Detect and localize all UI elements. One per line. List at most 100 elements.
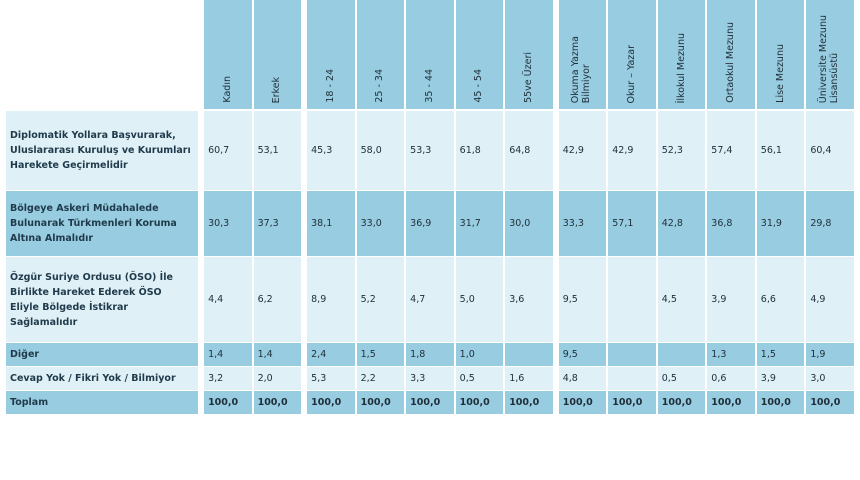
column-header-label: İlkokul Mezunu (675, 32, 687, 103)
table-cell: 1,4 (202, 342, 252, 366)
table-cell: 3,3 (404, 366, 454, 390)
table-cell: 100,0 (606, 390, 656, 414)
table-cell: 3,0 (804, 366, 854, 390)
table-cell: 1,5 (754, 342, 805, 366)
column-header-label: Lise Mezunu (774, 44, 786, 103)
table-cell: 0,6 (705, 366, 755, 390)
table-cell (606, 342, 656, 366)
table-cell: 4,9 (804, 256, 854, 342)
table-cell: 5,0 (453, 256, 504, 342)
table-row: Özgür Suriye Ordusu (ÖSO) İle Birlikte H… (6, 256, 854, 342)
table-cell: 100,0 (202, 390, 252, 414)
table-cell: 3,6 (503, 256, 553, 342)
group-separator (552, 390, 557, 414)
table-cell: 31,9 (754, 190, 805, 256)
group-separator (552, 0, 557, 110)
table-cell: 4,5 (655, 256, 706, 342)
column-header: Okuma Yazma Bilmiyor (556, 0, 607, 110)
column-header-label: Okur – Yazar (625, 44, 637, 103)
table-cell: 1,6 (503, 366, 553, 390)
column-header: Okur – Yazar (606, 0, 656, 110)
column-header: 55ve Üzeri (503, 0, 553, 110)
table-cell: 30,3 (202, 190, 252, 256)
table-cell: 42,9 (556, 110, 607, 190)
table-cell: 42,8 (655, 190, 706, 256)
group-separator (198, 366, 203, 390)
table-cell: 100,0 (754, 390, 805, 414)
column-header-label: 35 - 44 (423, 69, 435, 103)
table-cell: 29,8 (804, 190, 854, 256)
row-label: Özgür Suriye Ordusu (ÖSO) İle Birlikte H… (6, 256, 199, 342)
group-separator (198, 0, 203, 110)
column-header-label: 55ve Üzeri (522, 52, 534, 103)
group-separator (198, 256, 203, 342)
table-cell: 42,9 (606, 110, 656, 190)
group-separator (301, 342, 306, 366)
table-cell: 5,3 (305, 366, 355, 390)
group-separator (301, 390, 306, 414)
group-separator (552, 256, 557, 342)
table-cell: 64,8 (503, 110, 553, 190)
table-cell: 3,2 (202, 366, 252, 390)
table-cell: 36,9 (404, 190, 454, 256)
group-separator (198, 110, 203, 190)
table-cell: 100,0 (556, 390, 607, 414)
group-separator (198, 190, 203, 256)
column-header-label: Üniversite Mezunu Lisansüstü (818, 14, 841, 103)
table-row: Toplam 100,0 100,0 100,0 100,0 100,0 100,0 100,… (6, 390, 854, 414)
table-cell: 2,0 (251, 366, 302, 390)
table-cell: 53,1 (251, 110, 302, 190)
table-cell: 1,4 (251, 342, 302, 366)
column-header-label: Okuma Yazma Bilmiyor (570, 35, 593, 103)
table-cell: 100,0 (404, 390, 454, 414)
table-cell: 60,7 (202, 110, 252, 190)
group-separator (198, 390, 203, 414)
table-cell: 100,0 (655, 390, 706, 414)
group-separator (301, 110, 306, 190)
table-cell: 1,5 (354, 342, 405, 366)
table-cell: 61,8 (453, 110, 504, 190)
table-cell: 100,0 (705, 390, 755, 414)
table-cell: 100,0 (453, 390, 504, 414)
table-cell: 57,1 (606, 190, 656, 256)
table-cell: 1,9 (804, 342, 854, 366)
table-header-row: Kadın Erkek 18 - 24 25 - 34 35 - 44 45 - 54 55… (6, 0, 854, 110)
row-label: Diplomatik Yollara Başvurarak, Uluslarar… (6, 110, 199, 190)
table-cell: 53,3 (404, 110, 454, 190)
column-header: Kadın (202, 0, 252, 110)
table-cell: 58,0 (354, 110, 405, 190)
table-cell (606, 256, 656, 342)
column-header-label: 18 - 24 (324, 69, 336, 103)
table-cell: 45,3 (305, 110, 355, 190)
group-separator (301, 366, 306, 390)
table-cell: 30,0 (503, 190, 553, 256)
table-cell: 33,3 (556, 190, 607, 256)
row-label: Bölgeye Askeri Müdahalede Bulunarak Türk… (6, 190, 199, 256)
table-cell: 33,0 (354, 190, 405, 256)
column-header: Erkek (251, 0, 302, 110)
column-header: Ortaokul Mezunu (705, 0, 755, 110)
table-cell: 5,2 (354, 256, 405, 342)
table-cell: 8,9 (305, 256, 355, 342)
group-separator (301, 256, 306, 342)
table-cell (503, 342, 553, 366)
table-cell (655, 342, 706, 366)
column-header-label: 25 - 34 (374, 69, 386, 103)
table-cell: 100,0 (354, 390, 405, 414)
table-cell: 4,8 (556, 366, 607, 390)
group-separator (552, 110, 557, 190)
table-cell: 60,4 (804, 110, 854, 190)
table-cell: 3,9 (705, 256, 755, 342)
table-cell: 57,4 (705, 110, 755, 190)
column-header: 25 - 34 (354, 0, 405, 110)
column-header-label: Erkek (271, 76, 283, 103)
column-header-label: Kadın (221, 76, 233, 103)
table-row: Bölgeye Askeri Müdahalede Bulunarak Türk… (6, 190, 854, 256)
table-cell: 6,6 (754, 256, 805, 342)
group-separator (198, 342, 203, 366)
table-cell: 0,5 (655, 366, 706, 390)
table-cell: 0,5 (453, 366, 504, 390)
table-cell: 37,3 (251, 190, 302, 256)
group-separator (552, 366, 557, 390)
survey-results-table: Kadın Erkek 18 - 24 25 - 34 35 - 44 45 - 54 55… (6, 0, 854, 414)
